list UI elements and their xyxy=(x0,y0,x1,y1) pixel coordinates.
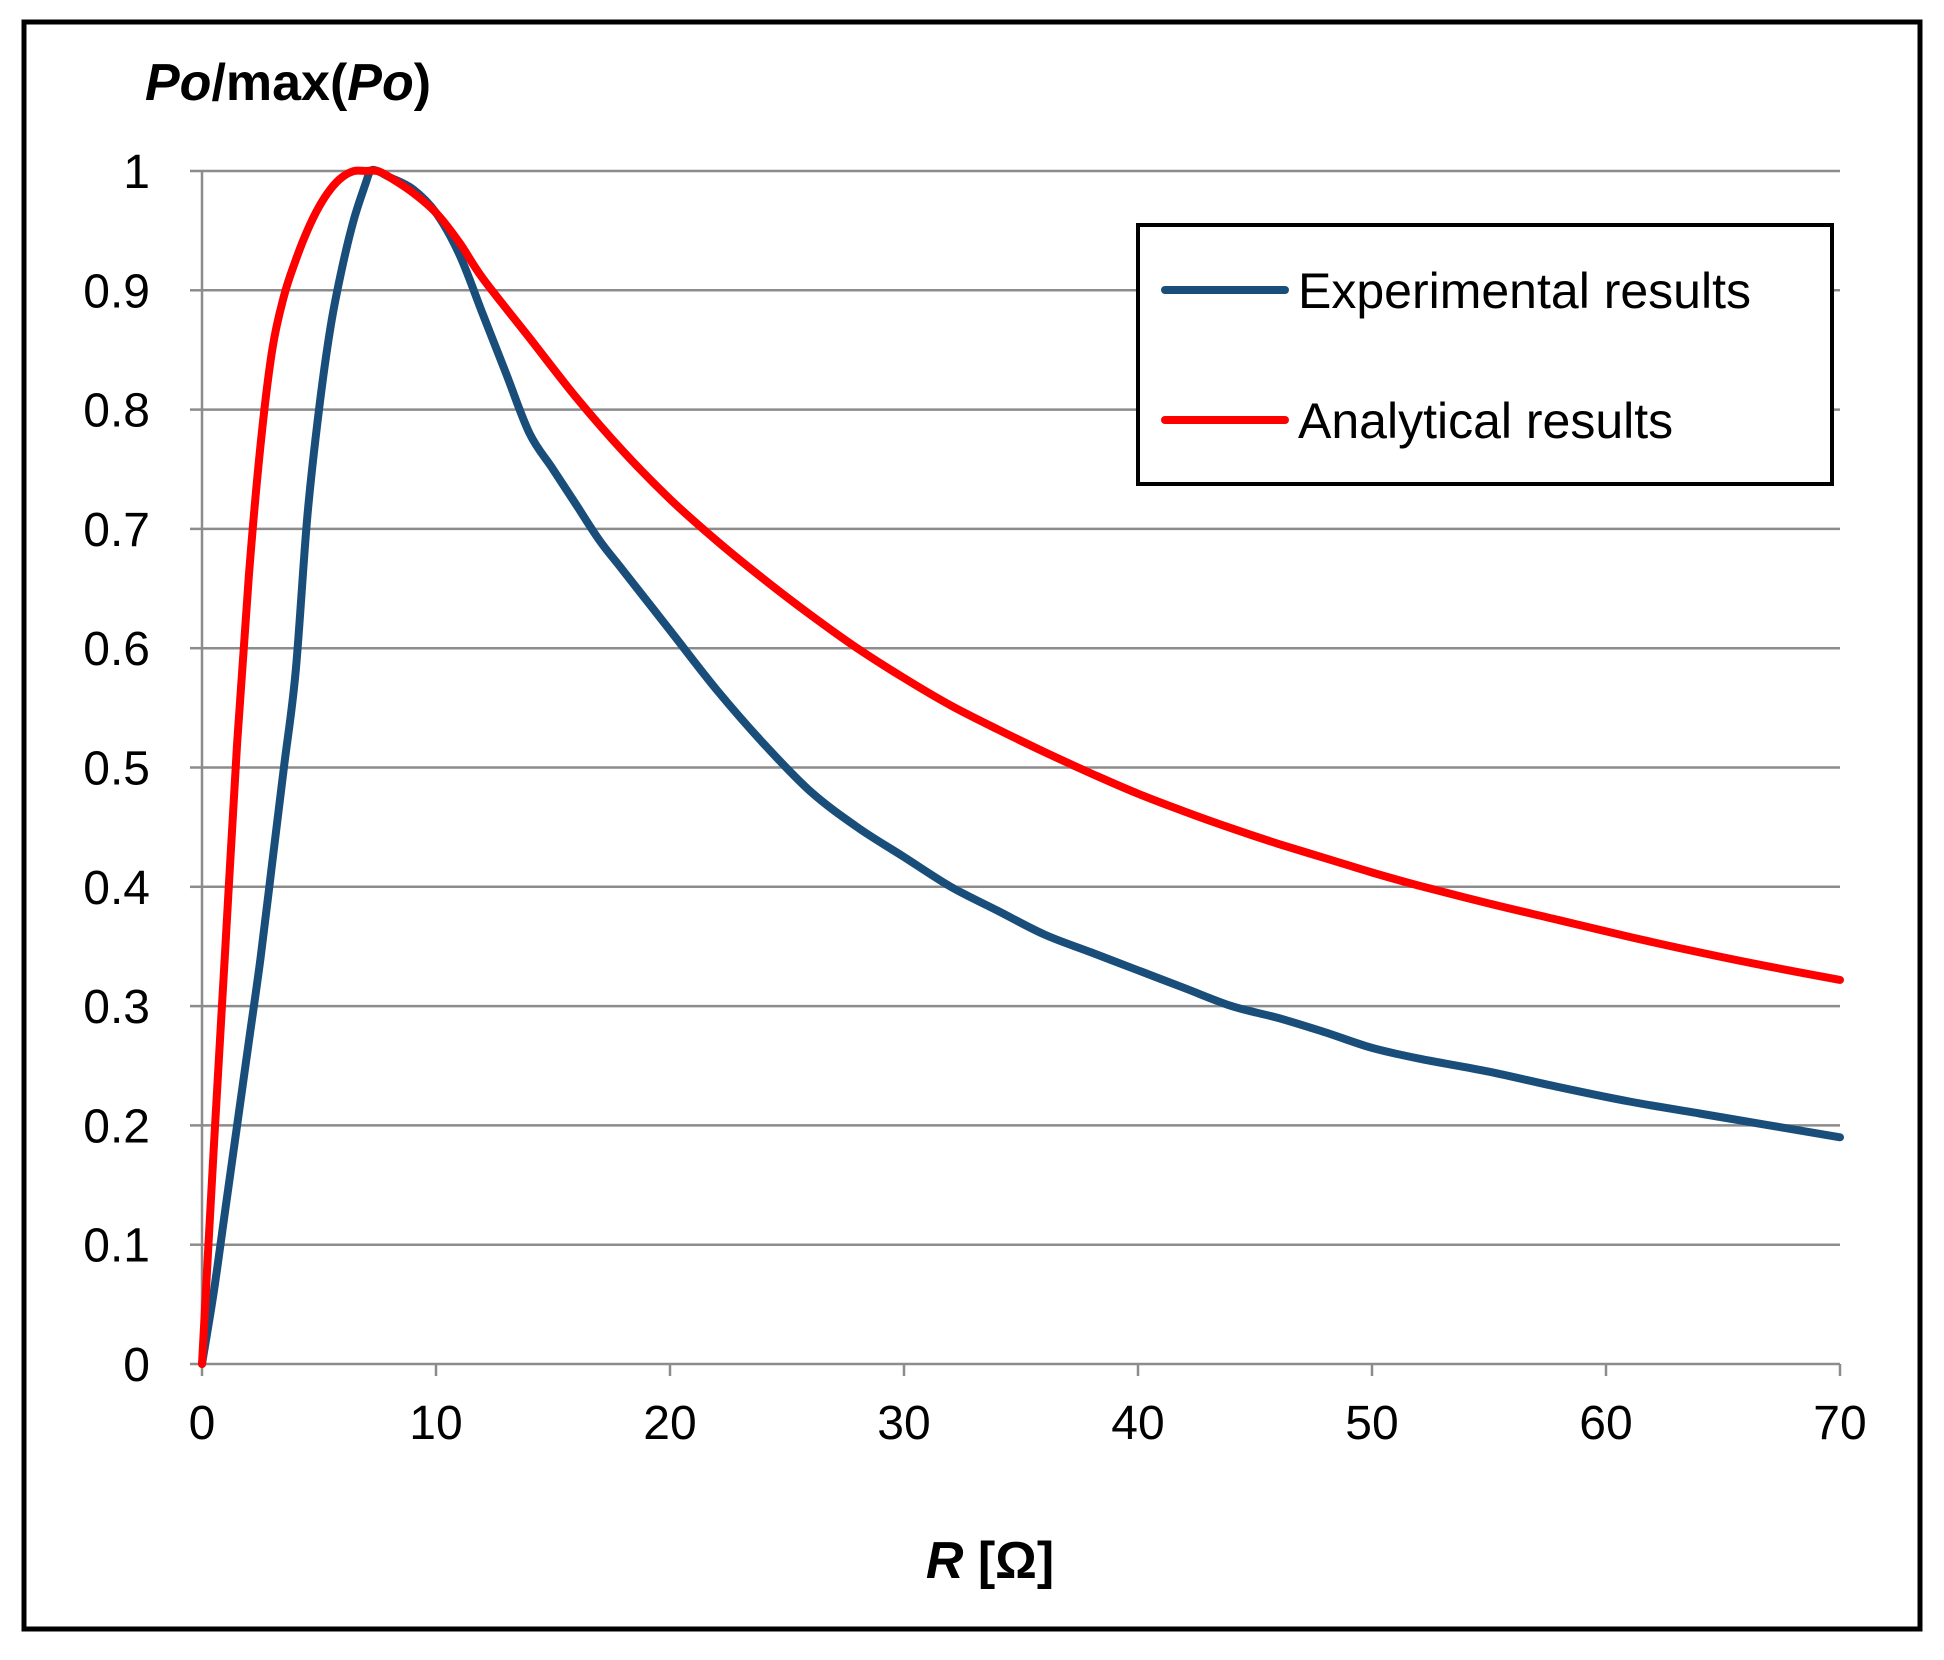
x-tick-label: 20 xyxy=(643,1397,696,1450)
x-tick-label: 0 xyxy=(189,1397,216,1450)
y-tick-label: 0.1 xyxy=(83,1220,150,1273)
x-axis-title: R [Ω] xyxy=(926,1532,1054,1590)
y-axis-title: Po/max(Po) xyxy=(145,54,431,112)
tick-labels: 00.10.20.30.40.50.60.70.80.910 10 20 30 40 50… xyxy=(83,146,1866,1450)
y-tick-label: 0.7 xyxy=(83,504,150,557)
legend: Experimental results Analytical results xyxy=(1136,223,1834,486)
y-tick-label: 0 xyxy=(123,1339,150,1392)
x-tick-label: 40 xyxy=(1111,1397,1164,1450)
series-lines xyxy=(198,165,1844,1368)
y-tick-label: 0.2 xyxy=(83,1100,150,1153)
y-tick-label: 0.9 xyxy=(83,265,150,318)
legend-label-analytical: Analytical results xyxy=(1298,393,1673,449)
legend-label-experimental: Experimental results xyxy=(1298,263,1751,319)
x-tick-label: 70 xyxy=(1813,1397,1866,1450)
x-tick-label: 60 xyxy=(1579,1397,1632,1450)
y-tick-label: 0.4 xyxy=(83,862,150,915)
y-tick-label: 1 xyxy=(123,146,150,199)
axes xyxy=(190,169,1842,1376)
y-tick-label: 0.8 xyxy=(83,385,150,438)
y-tick-label: 0.5 xyxy=(83,743,150,796)
series-analytical-line xyxy=(198,166,1844,1368)
legend-box xyxy=(1136,223,1834,486)
x-tick-label: 30 xyxy=(877,1397,930,1450)
y-tick-label: 0.3 xyxy=(83,981,150,1034)
series-experimental-line xyxy=(198,165,1844,1368)
y-tick-label: 0.6 xyxy=(83,623,150,676)
x-tick-label: 10 xyxy=(409,1397,462,1450)
x-tick-label: 50 xyxy=(1345,1397,1398,1450)
